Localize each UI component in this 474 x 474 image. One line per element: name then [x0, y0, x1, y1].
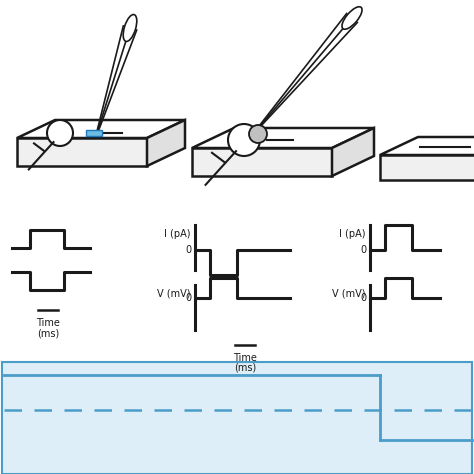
- Polygon shape: [380, 155, 474, 180]
- Text: I (pA): I (pA): [339, 229, 366, 239]
- Text: (ms): (ms): [234, 363, 256, 373]
- Polygon shape: [380, 137, 474, 155]
- Text: 0: 0: [186, 293, 192, 303]
- Text: 0: 0: [361, 293, 367, 303]
- Ellipse shape: [342, 7, 362, 29]
- Text: (ms): (ms): [37, 328, 59, 338]
- Ellipse shape: [123, 15, 137, 41]
- Polygon shape: [192, 148, 332, 176]
- Circle shape: [228, 124, 260, 156]
- Text: 0: 0: [361, 245, 367, 255]
- Text: 0: 0: [186, 245, 192, 255]
- Polygon shape: [192, 128, 374, 148]
- Bar: [2, 362, 472, 474]
- Text: Time: Time: [36, 318, 60, 328]
- Polygon shape: [17, 138, 147, 166]
- Polygon shape: [147, 120, 185, 166]
- Circle shape: [47, 120, 73, 146]
- Text: V (mV): V (mV): [157, 289, 191, 299]
- Text: Time: Time: [233, 353, 257, 363]
- Polygon shape: [86, 130, 102, 136]
- Circle shape: [249, 125, 267, 143]
- Text: I (pA): I (pA): [164, 229, 191, 239]
- Polygon shape: [17, 120, 185, 138]
- Polygon shape: [332, 128, 374, 176]
- Text: V (mV): V (mV): [332, 289, 366, 299]
